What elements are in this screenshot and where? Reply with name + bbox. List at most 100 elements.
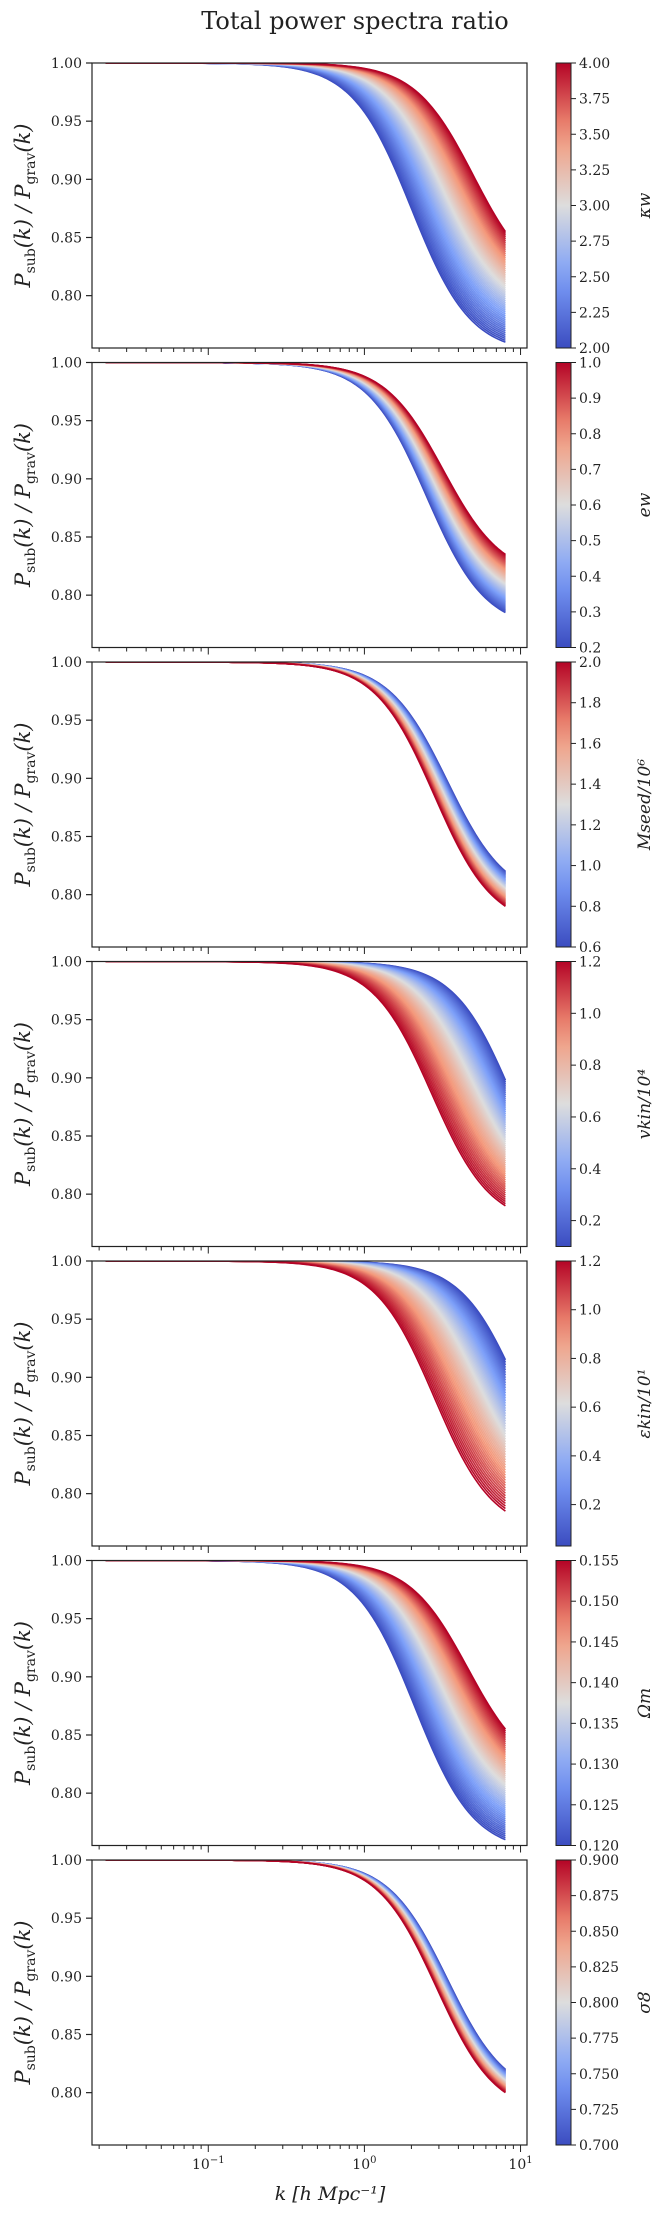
colorbar-tick-label: 0.125 [579, 1798, 619, 1814]
series-line [105, 362, 506, 583]
y-tick-label: 0.85 [51, 1728, 82, 1744]
series-line [105, 1860, 506, 2072]
series-line [105, 1860, 506, 2084]
colorbar-tick-label: 0.900 [579, 1853, 619, 1869]
series-line [105, 662, 506, 886]
colorbar-tick-label: 0.5 [579, 534, 601, 550]
colorbar-tick-label: 0.8 [579, 1058, 601, 1074]
series-line [105, 1860, 506, 2087]
y-tick-label: 0.85 [51, 829, 82, 845]
panel-4: 1.00 0.95 0.90 0.85 0.80 Psub(k) / Pgrav(k) 0.… [11, 955, 655, 1254]
colorbar-tick-label: 3.25 [579, 163, 610, 179]
svg-text:k [h Mpc⁻¹]: k [h Mpc⁻¹] [275, 2183, 386, 2205]
series-line [105, 362, 506, 575]
series-line [105, 1860, 506, 2080]
series-line [105, 1860, 506, 2079]
panel-3: 1.00 0.95 0.90 0.85 0.80 Psub(k) / Pgrav(k) 0.… [11, 655, 655, 956]
series-line [105, 362, 506, 582]
y-tick-label: 0.90 [51, 1670, 82, 1686]
series-line [105, 662, 506, 881]
colorbar-tick-label: 2.50 [579, 270, 610, 286]
series-line [105, 662, 506, 890]
series-line [105, 1860, 506, 2073]
y-tick-label: 0.80 [51, 1786, 82, 1802]
axes-frame [91, 1559, 528, 1847]
series-line [105, 1860, 506, 2083]
colorbar-label: κw [635, 192, 655, 219]
colorbar-label: ew [635, 492, 655, 517]
colorbar-tick-label: 1.6 [579, 736, 601, 752]
series-line [105, 662, 506, 890]
series-line [105, 1860, 506, 2075]
series-line [105, 1860, 506, 2072]
colorbar-tick-label: 1.2 [579, 818, 601, 834]
series-line [105, 1860, 506, 2084]
series-line [105, 662, 506, 883]
x-axis-label: k [h Mpc⁻¹] [275, 2183, 386, 2205]
series-line [105, 662, 506, 875]
colorbar-tick-label: 1.8 [579, 696, 601, 712]
colorbar-tick-label: 2.25 [579, 305, 610, 321]
series-line [105, 1860, 506, 2085]
panel-7: 1.00 0.95 0.90 0.85 0.80 10−1 100 101 Psub(k) / … [11, 1853, 655, 2173]
series-line [105, 1860, 506, 2078]
axes-frame [91, 1859, 528, 2146]
colorbar-gradient [555, 961, 572, 1247]
series-line [105, 662, 506, 877]
series-line [105, 1860, 506, 2088]
colorbar-tick-label: 0.875 [579, 1889, 619, 1905]
y-tick-label: 0.80 [51, 588, 82, 604]
y-tick-label: 0.90 [51, 1370, 82, 1386]
series-line [105, 1860, 506, 2076]
series-line [105, 1860, 506, 2071]
colorbar-label: σ8 [635, 1991, 655, 2014]
series-line [105, 662, 506, 880]
colorbar-label: Mseed/10⁶ [635, 759, 655, 851]
series-line [105, 662, 506, 877]
colorbar-tick-label: 4.00 [579, 56, 610, 72]
colorbar-tick-label: 1.4 [579, 777, 601, 793]
series-line [105, 662, 506, 887]
y-tick-label: 0.80 [51, 1487, 82, 1503]
colorbar-gradient [555, 1260, 572, 1547]
series-line [105, 662, 506, 881]
series-line [105, 662, 506, 888]
series-line [105, 1860, 506, 2077]
axes-frame [91, 1260, 528, 1547]
panel-6: 1.00 0.95 0.90 0.85 0.80 Psub(k) / Pgrav(k) 0.… [11, 1554, 655, 1855]
colorbar-tick-label: 0.700 [579, 2138, 619, 2154]
colorbar: 0.120 0.125 0.130 0.135 0.140 0.145 0.150 0.155… [555, 1554, 655, 1855]
series-line [105, 662, 506, 888]
series-line [105, 1860, 506, 2078]
curves [105, 362, 506, 614]
series-line [105, 1860, 506, 2085]
y-tick-label: 0.95 [51, 1013, 82, 1029]
series-line [105, 662, 506, 880]
curves [105, 961, 507, 1207]
colorbar-tick-label: 0.4 [579, 569, 601, 585]
series-line [105, 362, 506, 578]
series-line [105, 1860, 506, 2074]
colorbar-gradient [555, 1560, 572, 1846]
series-line [105, 662, 506, 873]
y-tick-label: 0.90 [51, 172, 82, 188]
y-tick-label: 0.85 [51, 230, 82, 246]
colorbar-tick-label: 0.775 [579, 2031, 619, 2047]
colorbar-tick-label: 0.825 [579, 1960, 619, 1976]
y-tick-label: 0.85 [51, 1428, 82, 1444]
panels: 1.00 0.95 0.90 0.85 0.80 Psub(k) / Pgrav(k) 2.… [11, 56, 655, 2173]
y-axis-label: Psub(k) / Pgrav(k) [11, 1321, 39, 1486]
colorbar-tick-label: 0.8 [579, 427, 601, 443]
curves [105, 1560, 507, 1841]
y-tick-label: 0.80 [51, 1187, 82, 1203]
colorbar-tick-label: 0.140 [579, 1676, 619, 1692]
series-line [105, 662, 506, 878]
y-tick-label: 1.00 [51, 1853, 82, 1869]
colorbar-tick-label: 0.2 [579, 1498, 601, 1514]
series-line [105, 662, 506, 884]
y-tick-label: 0.80 [51, 2086, 82, 2102]
colorbar-tick-label: 0.6 [579, 940, 601, 956]
series-line [105, 1860, 506, 2087]
axes-frame [91, 960, 528, 1248]
colorbar-tick-label: 0.4 [579, 1449, 601, 1465]
